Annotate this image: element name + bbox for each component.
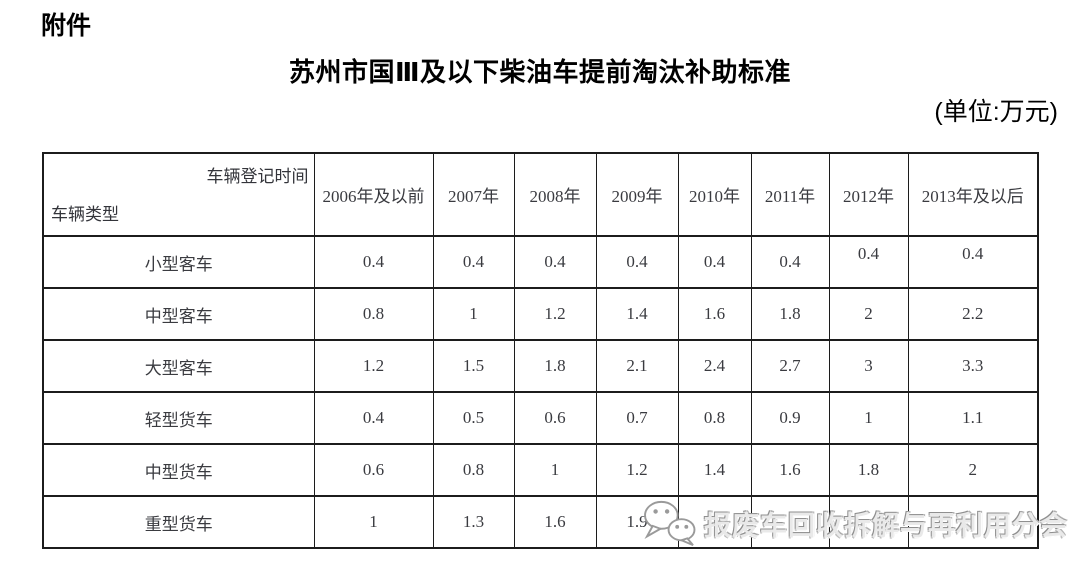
subsidy-table: 车辆登记时间 车辆类型 2006年及以前 2007年 2008年 2009年 2010年… — [42, 152, 1039, 549]
table-row: 重型货车 1 1.3 1.6 1.9 — [42, 495, 1039, 549]
table-row: 中型货车 0.6 0.8 1 1.2 1.4 1.6 1.8 2 — [42, 443, 1039, 497]
value-cell: 2 — [907, 443, 1039, 497]
value-cell — [828, 495, 909, 549]
value-cell: 0.4 — [313, 235, 434, 289]
value-cell: 1.4 — [595, 287, 679, 341]
row-label: 大型客车 — [42, 339, 315, 393]
value-cell: 2.4 — [677, 339, 752, 393]
value-cell: 1.6 — [513, 495, 597, 549]
table-row: 轻型货车 0.4 0.5 0.6 0.7 0.8 0.9 1 1.1 — [42, 391, 1039, 445]
table-body: 小型客车 0.4 0.4 0.4 0.4 0.4 0.4 0.4 0.4 中型客车 0.8 1 1.2 1… — [42, 235, 1039, 549]
value-cell: 0.6 — [513, 391, 597, 445]
value-cell: 3 — [828, 339, 909, 393]
value-cell: 1 — [313, 495, 434, 549]
value-cell: 1.4 — [677, 443, 752, 497]
value-cell: 0.4 — [677, 235, 752, 289]
table-row: 中型客车 0.8 1 1.2 1.4 1.6 1.8 2 2.2 — [42, 287, 1039, 341]
column-header: 2011年 — [750, 152, 830, 237]
row-label: 中型货车 — [42, 443, 315, 497]
value-cell: 1.8 — [828, 443, 909, 497]
page-title: 苏州市国Ⅲ及以下柴油车提前淘汰补助标准 — [288, 57, 792, 87]
value-cell: 2 — [828, 287, 909, 341]
value-cell: 1.2 — [313, 339, 434, 393]
column-header: 2008年 — [513, 152, 597, 237]
value-cell: 3.3 — [907, 339, 1039, 393]
value-cell: 1 — [513, 443, 597, 497]
row-label: 重型货车 — [42, 495, 315, 549]
value-cell: 1.1 — [907, 391, 1039, 445]
value-cell: 2.7 — [750, 339, 830, 393]
corner-bottom-left-label: 车辆类型 — [51, 205, 119, 224]
column-header: 2009年 — [595, 152, 679, 237]
value-cell: 0.8 — [677, 391, 752, 445]
value-cell: 0.7 — [595, 391, 679, 445]
value-cell: 0.6 — [313, 443, 434, 497]
value-cell: 1 — [432, 287, 515, 341]
row-label: 轻型货车 — [42, 391, 315, 445]
row-label: 小型客车 — [42, 235, 315, 289]
value-cell: 1.8 — [513, 339, 597, 393]
header-row: 车辆登记时间 车辆类型 2006年及以前 2007年 2008年 2009年 2010年… — [42, 152, 1039, 237]
value-cell: 0.4 — [313, 391, 434, 445]
corner-header-cell: 车辆登记时间 车辆类型 — [42, 152, 315, 237]
value-cell: 1.3 — [432, 495, 515, 549]
value-cell — [907, 495, 1039, 549]
column-header: 2007年 — [432, 152, 515, 237]
value-cell: 0.4 — [513, 235, 597, 289]
value-cell: 0.4 — [595, 235, 679, 289]
value-cell: 1.2 — [513, 287, 597, 341]
value-cell — [677, 495, 752, 549]
value-cell: 1.6 — [677, 287, 752, 341]
table-row: 大型客车 1.2 1.5 1.8 2.1 2.4 2.7 3 3.3 — [42, 339, 1039, 393]
unit-note: (单位:万元) — [934, 98, 1058, 126]
value-cell: 1.5 — [432, 339, 515, 393]
value-cell: 0.4 — [432, 235, 515, 289]
value-cell: 0.4 — [828, 235, 909, 289]
value-cell: 0.4 — [750, 235, 830, 289]
column-header: 2013年及以后 — [907, 152, 1039, 237]
table-row: 小型客车 0.4 0.4 0.4 0.4 0.4 0.4 0.4 0.4 — [42, 235, 1039, 289]
value-cell: 1 — [828, 391, 909, 445]
value-cell: 2.1 — [595, 339, 679, 393]
value-cell: 0.4 — [907, 235, 1039, 289]
column-header: 2012年 — [828, 152, 909, 237]
value-cell: 1.8 — [750, 287, 830, 341]
attachment-label: 附件 — [41, 12, 92, 40]
value-cell: 1.9 — [595, 495, 679, 549]
value-cell: 0.8 — [432, 443, 515, 497]
value-cell: 0.8 — [313, 287, 434, 341]
value-cell: 1.6 — [750, 443, 830, 497]
column-header: 2010年 — [677, 152, 752, 237]
value-cell: 2.2 — [907, 287, 1039, 341]
corner-top-right-label: 车辆登记时间 — [206, 167, 309, 186]
value-cell: 0.9 — [750, 391, 830, 445]
value-cell: 0.5 — [432, 391, 515, 445]
value-cell — [750, 495, 830, 549]
column-header: 2006年及以前 — [313, 152, 434, 237]
row-label: 中型客车 — [42, 287, 315, 341]
value-cell: 1.2 — [595, 443, 679, 497]
